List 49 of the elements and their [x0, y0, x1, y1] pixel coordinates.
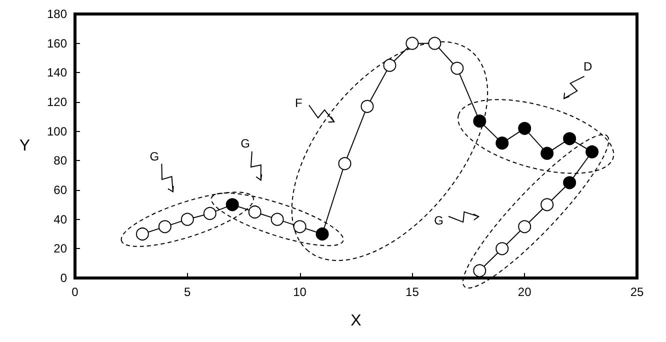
point: [540, 146, 554, 160]
point: [563, 132, 576, 146]
point: [473, 264, 486, 278]
point: [563, 176, 576, 190]
point: [518, 220, 532, 234]
point: [540, 198, 554, 212]
point: [450, 62, 464, 75]
point: [428, 36, 442, 50]
point: [360, 100, 374, 113]
x-tick-label: 20: [518, 285, 532, 299]
y-tick-label: 140: [46, 66, 68, 80]
annotation: G: [150, 149, 160, 164]
point: [496, 136, 509, 150]
x-tick-label: 5: [184, 285, 192, 299]
point: [180, 212, 194, 226]
y-tick-label: 120: [46, 95, 68, 109]
annotation: D: [584, 59, 593, 74]
y-tick-label: 160: [46, 36, 68, 50]
x-tick-label: 15: [406, 285, 420, 299]
annotation: G: [434, 213, 444, 228]
x-axis-title: X: [350, 312, 362, 330]
y-tick-label: 60: [54, 183, 68, 197]
y-tick-label: 40: [54, 212, 68, 226]
point: [406, 36, 419, 50]
x-tick-label: 25: [630, 285, 644, 299]
y-tick-label: 20: [54, 242, 68, 256]
point: [226, 198, 239, 212]
point: [270, 212, 284, 226]
annotation: G: [240, 136, 250, 150]
x-tick-label: 0: [72, 285, 79, 299]
y-tick-label: 0: [60, 271, 68, 285]
y-tick-label: 80: [54, 154, 68, 168]
annotation: F: [295, 96, 302, 110]
y-tick-label: 100: [46, 124, 68, 138]
x-tick-label: 10: [293, 285, 307, 299]
point: [248, 206, 262, 218]
point: [316, 228, 329, 240]
point: [158, 220, 172, 234]
point: [203, 206, 216, 220]
point: [586, 145, 599, 158]
point: [473, 114, 486, 128]
y-axis-title: Y: [19, 138, 30, 154]
point: [136, 228, 149, 240]
point: [518, 122, 532, 135]
point: [383, 58, 396, 72]
y-tick-label: 180: [46, 7, 68, 21]
point: [338, 157, 352, 170]
point: [496, 242, 509, 256]
point: [293, 220, 306, 234]
